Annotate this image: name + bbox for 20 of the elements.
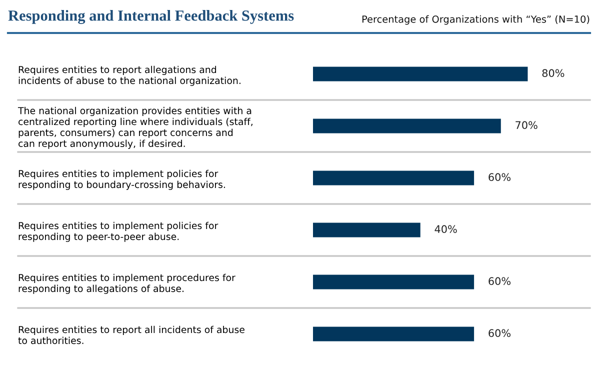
- text: Responding and Internal Feedback Systems: [8, 10, 294, 24]
- data-label: 40%: [434, 225, 457, 234]
- y-tick-label: Requires entities to implement procedures for responding to allegations of abuse.: [18, 274, 236, 294]
- bar: [313, 222, 420, 238]
- y-tick-label: The national organization provides entities with a centralized reporting line where individuals (staff, parents, consumers) can report concerns and can report anonymously, if desired.: [18, 106, 252, 149]
- chart-subtitle: Percentage of Organizations with “Yes” (N=10): [362, 15, 590, 25]
- y-tick-label: Requires entities to report all incidents of abuse to authorities.: [18, 326, 244, 344]
- data-label: 80%: [542, 69, 564, 78]
- bar: [313, 274, 474, 290]
- y-tick-label: Requires entities to implement policies for responding to boundary-crossing behaviors.: [18, 170, 225, 190]
- bar: [313, 326, 474, 342]
- y-tick-label: Requires entities to report allegations and incidents of abuse to the national organization.: [18, 66, 240, 86]
- data-label: 70%: [516, 121, 538, 130]
- bar: [313, 170, 474, 186]
- y-tick-label: Requires entities to implement policies for responding to peer-to-peer abuse.: [18, 222, 218, 242]
- bar: [313, 66, 528, 82]
- data-label: 60%: [488, 173, 511, 182]
- bar: [313, 118, 501, 134]
- data-label: 60%: [488, 277, 511, 286]
- data-label: 60%: [488, 329, 511, 338]
